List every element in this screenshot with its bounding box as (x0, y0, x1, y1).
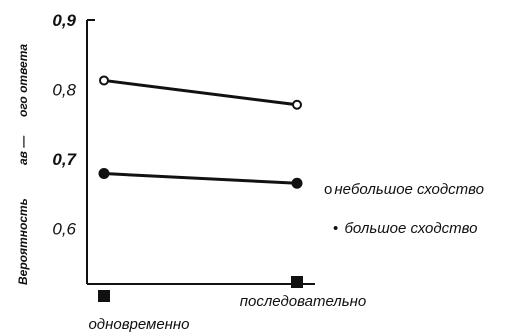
legend-open-circle-marker: o (324, 181, 333, 198)
y-axis-label-part-1: Вероятность (16, 198, 30, 285)
y-axis-label-part-2: ав — (16, 135, 30, 165)
legend-label: большое сходство (344, 220, 478, 237)
data-point-filled (291, 177, 303, 189)
series-line (103, 172, 298, 185)
data-point-filled (98, 168, 110, 180)
legend-item-small-similarity: o небольшое сходство (324, 181, 484, 198)
category-label: одновременно (88, 316, 189, 333)
legend-item-large-similarity: • большое сходство (333, 220, 478, 237)
legend-label: небольшое сходство (334, 181, 485, 198)
data-point-open (99, 75, 109, 86)
category-label: последовательно (240, 293, 367, 310)
y-tick-label: 0,7 (52, 150, 77, 169)
category-marker (98, 290, 110, 302)
y-tick-label: 0,8 (52, 80, 76, 99)
category-marker (291, 276, 303, 288)
y-tick-label: 0,9 (52, 11, 76, 30)
y-tick-label: 0,6 (52, 219, 76, 238)
y-axis-label-part-3: ого ответа (16, 44, 30, 117)
data-point-open (292, 99, 302, 110)
legend-filled-circle-marker: • (333, 220, 339, 237)
series-line (103, 78, 298, 107)
